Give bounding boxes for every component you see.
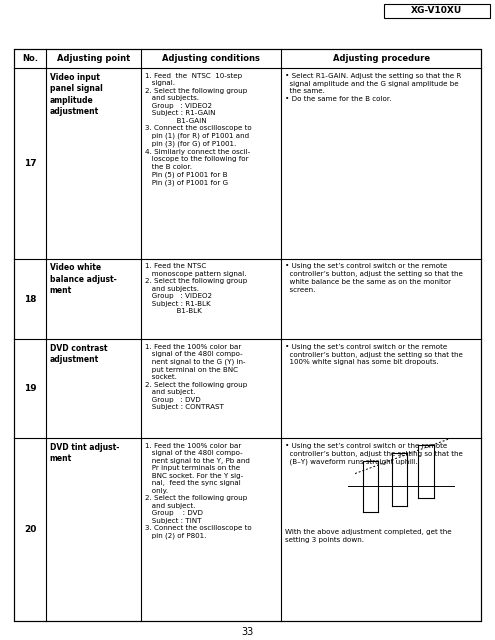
- Text: Video white
balance adjust-
ment: Video white balance adjust- ment: [50, 264, 116, 295]
- Text: 17: 17: [24, 159, 36, 168]
- Text: 1. Feed the 100% color bar
   signal of the 480I compo-
   nent signal to the G : 1. Feed the 100% color bar signal of the…: [145, 344, 247, 410]
- Text: 18: 18: [24, 294, 36, 304]
- Text: DVD tint adjust-
ment: DVD tint adjust- ment: [50, 443, 119, 463]
- Text: Adjusting point: Adjusting point: [57, 54, 130, 63]
- Text: 1. Feed  the  NTSC  10-step
   signal.
2. Select the following group
   and subj: 1. Feed the NTSC 10-step signal. 2. Sele…: [145, 73, 251, 186]
- Text: • Select R1-GAIN. Adjust the setting so that the R
  signal amplitude and the G : • Select R1-GAIN. Adjust the setting so …: [285, 73, 461, 102]
- Text: 1. Feed the NTSC
   monoscope pattern signal.
2. Select the following group
   a: 1. Feed the NTSC monoscope pattern signa…: [145, 264, 247, 314]
- Text: Adjusting conditions: Adjusting conditions: [162, 54, 260, 63]
- Bar: [384, 4, 490, 18]
- Text: DVD contrast
adjustment: DVD contrast adjustment: [50, 344, 107, 364]
- Text: • Using the set’s control switch or the remote
  controller’s button, adjust the: • Using the set’s control switch or the …: [285, 264, 462, 292]
- Text: Adjusting procedure: Adjusting procedure: [333, 54, 430, 63]
- Text: • Using the set’s control switch or the remote
  controller’s button, adjust the: • Using the set’s control switch or the …: [285, 443, 462, 465]
- Text: Video input
panel signal
amplitude
adjustment: Video input panel signal amplitude adjus…: [50, 73, 102, 116]
- Text: • Using the set’s control switch or the remote
  controller’s button, adjust the: • Using the set’s control switch or the …: [285, 344, 462, 365]
- Text: 19: 19: [24, 385, 36, 394]
- Text: With the above adjustment completed, get the
setting 3 points down.: With the above adjustment completed, get…: [285, 529, 451, 543]
- Bar: [14, 49, 481, 621]
- Text: 33: 33: [242, 627, 253, 637]
- Text: 20: 20: [24, 525, 36, 534]
- Text: XG-V10XU: XG-V10XU: [411, 6, 462, 15]
- Text: 1. Feed the 100% color bar
   signal of the 480I compo-
   nent signal to the Y,: 1. Feed the 100% color bar signal of the…: [145, 443, 251, 540]
- Text: No.: No.: [22, 54, 38, 63]
